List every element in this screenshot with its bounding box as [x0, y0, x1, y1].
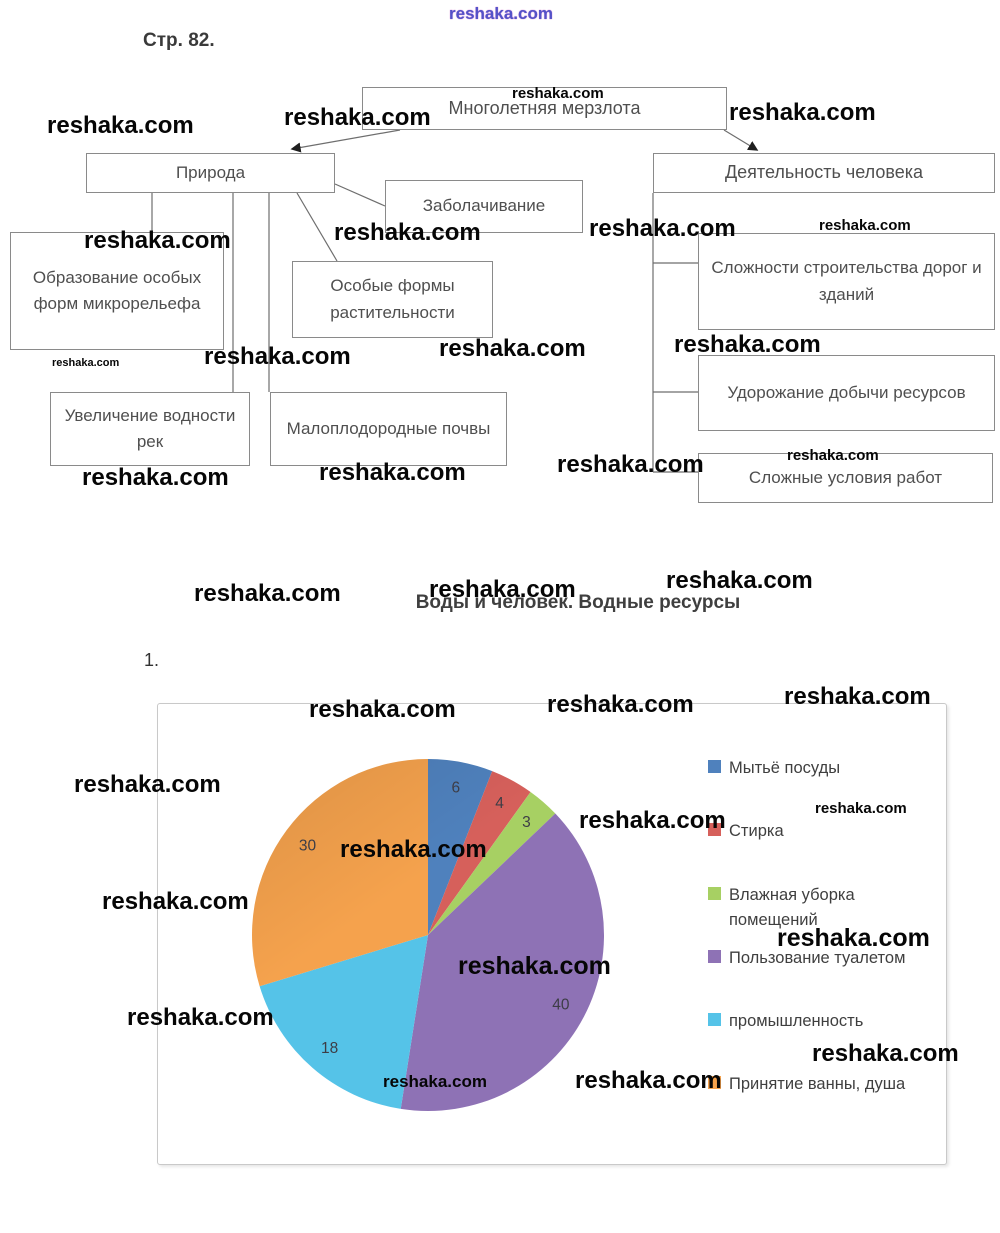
legend-item: Влажная уборка помещений [708, 883, 936, 933]
pie-value-label: 40 [552, 997, 570, 1014]
node-label: Удорожание добычи ресурсов [727, 382, 966, 402]
pie-value-label: 30 [299, 838, 317, 855]
legend-label: промышленность [729, 1012, 864, 1030]
legend-label: Влажная уборка помещений [729, 886, 855, 930]
diagram-node-swamping: Заболачивание [385, 180, 583, 233]
diagram-node-microrelief: Образование особых форм микрорельефа [10, 232, 224, 350]
diagram-node-permafrost: Многолетняя мерзлота [362, 87, 727, 130]
legend-label: Стирка [729, 822, 784, 840]
diagram-node-poor-soils: Малоплодородные почвы [270, 392, 507, 466]
watermark: reshaka.com [194, 580, 341, 607]
pie-chart: 6 4 3 40 18 30 [252, 759, 605, 1112]
legend-item: промышленность [708, 1009, 936, 1034]
watermark: reshaka.com [666, 567, 813, 594]
diagram-node-construction: Сложности строительства дорог и зданий [698, 233, 995, 330]
diagram-node-work-conditions: Сложные условия работ [698, 453, 993, 503]
node-label: Природа [175, 162, 246, 182]
legend-item: Принятие ванны, душа [708, 1072, 936, 1097]
legend-swatch [708, 823, 721, 836]
diagram-node-mining-cost: Удорожание добычи ресурсов [698, 355, 995, 431]
item-number: 1. [144, 650, 160, 670]
diagram-connectors [151, 129, 759, 473]
node-label: Заболачивание [422, 196, 546, 216]
node-label: Образование особых форм микрорельефа [32, 267, 202, 313]
pie-value-label: 18 [321, 1040, 338, 1057]
legend-item: Мытьё посуды [708, 756, 936, 781]
diagram-node-nature: Природа [86, 153, 335, 193]
diagram-node-river-flow: Увеличение водности рек [50, 392, 250, 466]
legend-label: Принятие ванны, душа [729, 1075, 906, 1093]
pie-value-label: 3 [522, 814, 531, 831]
legend-item: Стирка [708, 819, 936, 844]
pie-value-label: 4 [495, 795, 504, 812]
pie-value-labels-group: 6 4 3 40 18 30 [299, 780, 570, 1058]
node-label: Малоплодородные почвы [286, 418, 491, 438]
legend-swatch [708, 950, 721, 963]
legend-swatch [708, 887, 721, 900]
node-label: Увеличение водности рек [64, 405, 236, 451]
pie-value-label: 6 [451, 780, 460, 797]
node-label: Многолетняя мерзлота [448, 98, 641, 119]
node-label: Сложные условия работ [748, 467, 943, 487]
page-number-label: Стр. 82. [143, 30, 215, 51]
legend-swatch [708, 1076, 721, 1089]
legend-label: Пользование туалетом [729, 949, 906, 967]
node-label: Деятельность человека [724, 162, 924, 183]
legend-swatch [708, 760, 721, 773]
pie-shading-overlay [252, 759, 604, 1111]
node-label: Особые формы растительности [330, 276, 455, 322]
legend-swatch [708, 1013, 721, 1026]
legend-label: Мытьё посуды [729, 759, 841, 777]
node-label: Сложности строительства дорог и зданий [711, 258, 982, 304]
diagram-node-vegetation: Особые формы растительности [292, 261, 493, 338]
legend-item: Пользование туалетом [708, 946, 936, 971]
chart-section-title: Воды и человек. Водные ресурсы [415, 592, 741, 613]
diagram-node-human-activity: Деятельность человека [653, 153, 995, 193]
